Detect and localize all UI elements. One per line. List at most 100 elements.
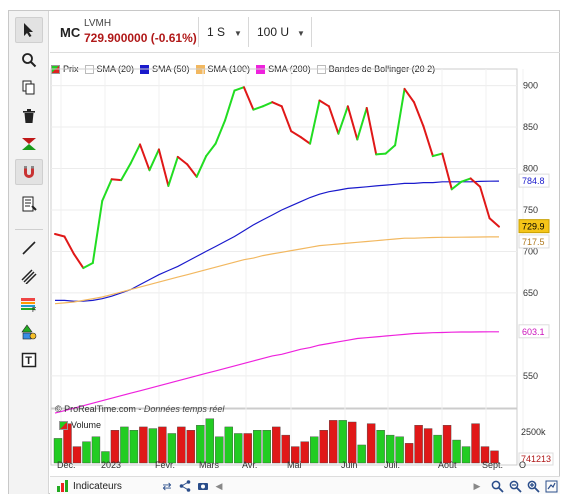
units-dropdown-icon[interactable]: ▼ — [297, 29, 305, 38]
volume-panel: 2500k 741213 — [53, 418, 554, 466]
sma50-badge-box — [518, 173, 550, 188]
instrument-name: LVMH — [84, 18, 112, 29]
zoom-out-icon[interactable] — [508, 479, 522, 493]
price-segment — [318, 99, 330, 108]
price-segment — [365, 106, 378, 156]
price-segment — [356, 106, 368, 141]
sma50-badge-text: 784.8 — [522, 176, 545, 186]
share-icon[interactable] — [178, 479, 192, 493]
drawing-toolbar: F T — [9, 11, 49, 494]
price-segment — [176, 155, 189, 166]
price-segment — [441, 152, 453, 191]
time-tick-label: Mai — [287, 460, 302, 470]
fit-chart-icon[interactable] — [544, 479, 558, 493]
fibonacci-icon[interactable]: F — [15, 291, 43, 317]
volume-bar — [196, 425, 205, 464]
camera-icon[interactable] — [196, 479, 210, 493]
price-axis: 900 850 800 750 700 650 550 784.8 717.5 729.9 603.… — [518, 81, 550, 381]
volume-bar — [110, 430, 120, 464]
text-icon[interactable]: T — [15, 347, 43, 373]
price-segment — [54, 233, 66, 238]
price-segment — [91, 199, 104, 265]
volume-bar — [148, 428, 158, 464]
volume-bar — [347, 421, 357, 464]
sma100-badge-box — [518, 234, 550, 249]
svg-text:T: T — [25, 355, 32, 367]
price-segment — [479, 185, 491, 220]
volume-bar — [215, 436, 224, 464]
last-price: 729.900000 (-0.61%) — [84, 31, 197, 45]
volume-bar — [129, 430, 139, 464]
compare-icon[interactable]: ⇄ — [162, 480, 172, 493]
chart-window: F T MC LVMH 729.900000 (-0.61%) 1 S ▼ 10… — [8, 10, 560, 494]
volume-last-badge: 741213 — [518, 452, 554, 466]
volume-bar — [385, 434, 395, 464]
volume-bar — [414, 425, 423, 464]
time-tick-label: 2023 — [101, 460, 121, 470]
price-segment — [309, 99, 321, 145]
units-selector[interactable]: 100 U — [257, 25, 290, 39]
flip-icon[interactable] — [15, 131, 43, 157]
price-segment — [157, 148, 170, 187]
price-segment — [205, 142, 217, 158]
price-segment — [261, 101, 274, 108]
price-segment — [431, 152, 444, 158]
price-segment — [186, 163, 198, 178]
price-segment — [299, 136, 312, 145]
sma100-badge-text: 717.5 — [522, 237, 545, 247]
volume-bar — [310, 436, 319, 464]
volume-bar — [177, 426, 186, 464]
volume-bar — [433, 434, 442, 464]
time-tick-label: Août — [438, 460, 457, 470]
copy-icon[interactable] — [15, 75, 43, 101]
zoom-range-icon[interactable] — [490, 479, 504, 493]
time-tick-label: Juin — [341, 460, 358, 470]
volume-bar — [281, 434, 290, 464]
price-segment — [82, 262, 94, 270]
zoom-icon[interactable] — [15, 47, 43, 73]
line-icon[interactable] — [15, 235, 43, 261]
price-segment — [148, 148, 160, 172]
magnet-icon[interactable] — [15, 159, 43, 185]
scroll-right-icon[interactable]: ▶ — [473, 480, 481, 491]
volume-bar — [82, 441, 91, 464]
volume-bar — [423, 428, 433, 464]
indicators-button[interactable]: Indicateurs — [56, 479, 122, 493]
volume-bar — [205, 418, 215, 464]
sma200-badge: 603.1 — [518, 324, 550, 339]
volume-bar — [224, 426, 233, 464]
price-tick-label: 800 — [523, 164, 538, 174]
volume-bar — [291, 446, 300, 464]
price-segment — [242, 86, 255, 111]
parallel-lines-icon[interactable] — [15, 263, 43, 289]
volume-label: Volume — [71, 420, 102, 430]
shapes-icon[interactable] — [15, 319, 43, 345]
price-panel-border — [50, 68, 518, 410]
price-segment — [233, 86, 245, 92]
zoom-in-icon[interactable] — [526, 479, 540, 493]
price-segment — [346, 105, 359, 141]
period-selector[interactable]: 1 S — [207, 25, 226, 39]
volume-bar — [139, 426, 148, 464]
indicators-icon — [57, 480, 68, 492]
time-tick-label: Déc. — [57, 460, 76, 470]
price-segment — [195, 155, 208, 178]
price-chart[interactable]: 900 850 800 750 700 650 550 784.8 717.5 729.9 603.… — [9, 11, 561, 495]
price-segment — [280, 105, 293, 133]
price-segment — [460, 177, 472, 183]
price-segment — [337, 105, 349, 135]
volume-bar — [357, 444, 366, 464]
trash-icon[interactable] — [15, 103, 43, 129]
price-tick-label: 850 — [523, 122, 538, 132]
time-tick-label: Avr. — [242, 460, 257, 470]
sma50-badge: 784.8 — [518, 173, 550, 188]
period-dropdown-icon[interactable]: ▼ — [234, 29, 242, 38]
sma100-badge: 717.5 — [518, 234, 550, 249]
cursor-icon[interactable] — [15, 17, 43, 43]
ticker-symbol[interactable]: MC — [60, 25, 81, 40]
volume-bar — [53, 438, 63, 464]
notes-icon[interactable] — [15, 191, 43, 217]
price-tick-label: 750 — [523, 205, 538, 215]
price-segment — [110, 178, 123, 182]
scroll-left-icon[interactable]: ◀ — [215, 480, 223, 491]
